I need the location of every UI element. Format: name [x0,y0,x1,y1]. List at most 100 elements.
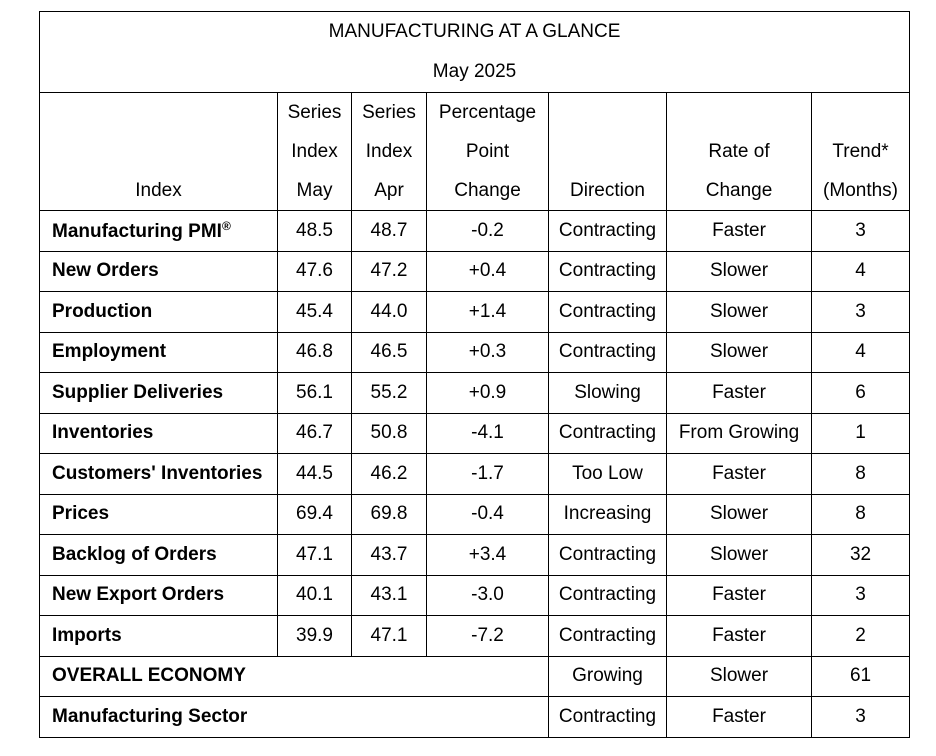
direction: Contracting [548,574,667,616]
direction: Contracting [548,250,667,292]
series-index-apr: 50.8 [351,412,427,454]
series-index-may: 47.1 [277,534,352,576]
rate-of-change: Slower [666,331,812,373]
direction: Growing [548,655,667,697]
title-row: MANUFACTURING AT A GLANCE May 2025 [38,11,911,93]
table-row: Employment 46.8 46.5 +0.3 Contracting Slower 4 [39,331,911,373]
trend-months: 3 [810,574,911,616]
rate-of-change: From Growing [666,412,812,454]
index-name: Backlog of Orders [39,534,278,576]
rate-of-change: Slower [666,493,812,535]
header-percentage-point-change: Percentage Point Change [426,92,549,211]
series-index-may: 48.5 [277,210,352,252]
series-index-apr: 46.5 [351,331,427,373]
table-row: Backlog of Orders 47.1 43.7 +3.4 Contracting… [39,534,911,576]
series-index-may: 56.1 [277,372,352,414]
series-index-may: 39.9 [277,615,352,657]
index-name: Prices [39,493,278,535]
trend-months: 32 [810,534,911,576]
table-row: Prices 69.4 69.8 -0.4 Increasing Slower 8 [39,493,911,535]
series-index-apr: 43.7 [351,534,427,576]
direction: Contracting [548,412,667,454]
trend-months: 3 [810,210,911,252]
index-name-text: Customers' Inventories [52,462,263,484]
table-row: Inventories 46.7 50.8 -4.1 Contracting From G… [39,412,911,454]
rate-of-change: Slower [666,291,812,333]
series-index-apr: 48.7 [351,210,427,252]
direction: Contracting [548,210,667,252]
header-series-index-may: Series Index May [277,92,352,211]
trend-months: 4 [810,250,911,292]
index-name-text: New Orders [52,260,159,282]
direction: Too Low [548,453,667,495]
index-name: Employment [39,331,278,373]
trend-months: 8 [810,493,911,535]
series-index-may: 69.4 [277,493,352,535]
percentage-point-change: -1.7 [426,453,549,495]
rate-of-change: Faster [666,372,812,414]
direction: Contracting [548,534,667,576]
index-name: Manufacturing PMI® [39,210,278,252]
manufacturing-at-a-glance-table: MANUFACTURING AT A GLANCE May 2025 Index… [38,11,911,738]
rate-of-change: Faster [666,696,812,738]
header-direction: Direction [548,92,667,211]
percentage-point-change: +3.4 [426,534,549,576]
percentage-point-change: -3.0 [426,574,549,616]
index-name-text: Production [52,300,153,322]
summary-row: Manufacturing Sector Contracting Faster 3 [39,696,911,738]
rate-of-change: Faster [666,453,812,495]
index-name-text: Employment [52,341,167,363]
index-name: New Export Orders [39,574,278,616]
table-title: MANUFACTURING AT A GLANCE [328,21,621,42]
header-row: Index Series Index May Series Index Apr Perc… [39,92,911,211]
index-name: Production [39,291,278,333]
series-index-may: 45.4 [277,291,352,333]
index-name-text: Supplier Deliveries [52,381,224,403]
direction: Contracting [548,331,667,373]
direction: Increasing [548,493,667,535]
trend-months: 3 [810,291,911,333]
series-index-may: 46.7 [277,412,352,454]
series-index-may: 47.6 [277,250,352,292]
registered-mark: ® [221,218,231,233]
trend-months: 6 [810,372,911,414]
series-index-apr: 44.0 [351,291,427,333]
series-index-apr: 43.1 [351,574,427,616]
series-index-apr: 69.8 [351,493,427,535]
series-index-may: 40.1 [277,574,352,616]
summary-name: OVERALL ECONOMY [39,655,549,697]
index-name: Supplier Deliveries [39,372,278,414]
index-name-text: Imports [52,624,122,646]
manufacturing-table-container: MANUFACTURING AT A GLANCE May 2025 Index… [38,11,911,738]
summary-name: Manufacturing Sector [39,696,549,738]
header-trend-months: Trend* (Months) [810,92,911,211]
index-name: Customers' Inventories [39,453,278,495]
header-series-index-apr: Series Index Apr [351,92,427,211]
table-row: New Orders 47.6 47.2 +0.4 Contracting Slower 4 [39,250,911,292]
index-name-text: Manufacturing PMI [52,220,222,242]
table-row: Imports 39.9 47.1 -7.2 Contracting Faster 2 [39,615,911,657]
percentage-point-change: +0.3 [426,331,549,373]
series-index-may: 46.8 [277,331,352,373]
header-rate-of-change: Rate of Change [666,92,812,211]
rate-of-change: Slower [666,250,812,292]
percentage-point-change: +1.4 [426,291,549,333]
trend-months: 1 [810,412,911,454]
index-name: New Orders [39,250,278,292]
table-row: Production 45.4 44.0 +1.4 Contracting Slower 3 [39,291,911,333]
percentage-point-change: -0.2 [426,210,549,252]
series-index-apr: 46.2 [351,453,427,495]
index-name: Imports [39,615,278,657]
trend-months: 61 [810,655,911,697]
index-name: Inventories [39,412,278,454]
table-subtitle: May 2025 [432,61,517,82]
direction: Slowing [548,372,667,414]
direction: Contracting [548,696,667,738]
direction: Contracting [548,615,667,657]
percentage-point-change: +0.4 [426,250,549,292]
percentage-point-change: +0.9 [426,372,549,414]
rate-of-change: Faster [666,210,812,252]
table-title-cell: MANUFACTURING AT A GLANCE May 2025 [38,11,911,93]
percentage-point-change: -0.4 [426,493,549,535]
percentage-point-change: -4.1 [426,412,549,454]
